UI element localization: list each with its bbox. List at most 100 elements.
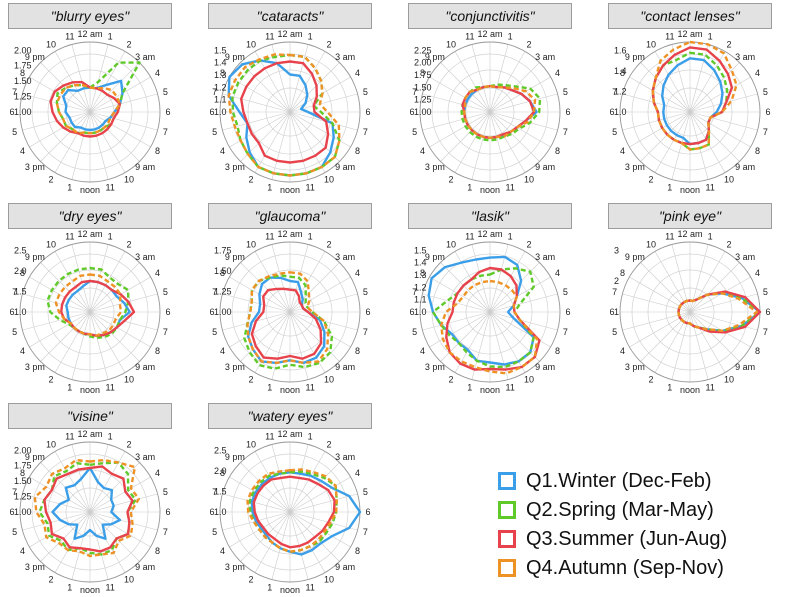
hour-label: 7 (612, 287, 617, 297)
series-line (240, 60, 330, 164)
hour-label: 7 (763, 327, 768, 337)
hour-label: 2 (526, 239, 531, 249)
hour-label: 6 (565, 307, 570, 317)
r-tick-label: 1.5 (214, 45, 227, 55)
hour-label: 5 (763, 287, 768, 297)
r-tick-label: 1.0 (214, 107, 227, 117)
hour-label: 11 (665, 32, 674, 42)
hour-label: 7 (412, 287, 417, 297)
hour-label: 3 pm (25, 562, 45, 572)
hour-label: 8 (355, 346, 360, 356)
hour-label: 11 (265, 32, 274, 42)
hour-label: 1 (108, 432, 113, 442)
r-tick-label: 1.4 (614, 66, 627, 76)
hour-label: 9 am (135, 362, 155, 372)
r-tick-label: 2.5 (214, 445, 227, 455)
panel-title: "pink eye" (608, 203, 772, 229)
panel-title: "watery eyes" (208, 403, 372, 429)
radar-grid-ring (47, 69, 133, 155)
hour-label: 4 (155, 268, 160, 278)
hour-label: 2 (448, 175, 453, 185)
series-line (243, 274, 334, 370)
hour-label: 5 (412, 127, 417, 137)
series-line (440, 279, 539, 375)
hour-label: 6 (365, 307, 370, 317)
hour-label: 9 pm (225, 252, 245, 262)
hour-label: 10 (124, 175, 134, 185)
hour-label: 3 am (535, 52, 555, 62)
hour-label: 10 (446, 39, 456, 49)
radar-spoke (289, 111, 340, 162)
legend-label-autumn: Q4.Autumn (Sep-Nov) (526, 557, 724, 579)
r-tick-label: 1.2 (214, 82, 227, 92)
hour-label: 6 (209, 107, 214, 117)
hour-label: 10 (46, 439, 56, 449)
r-tick-label: 1 (614, 307, 619, 317)
panel-title: "conjunctivitis" (408, 3, 572, 29)
r-tick-label: 1.75 (14, 61, 32, 71)
hour-label: 6 (9, 307, 14, 317)
hour-label: noon (480, 385, 500, 395)
hour-label: 11 (465, 32, 474, 42)
hour-label: 8 (755, 146, 760, 156)
r-tick-label: 1.0 (614, 107, 627, 117)
hour-label: 11 (265, 432, 274, 442)
r-tick-label: 1.2 (414, 282, 427, 292)
hour-label: 6 (165, 307, 170, 317)
series-line (252, 475, 336, 549)
hour-label: 7 (12, 287, 17, 297)
r-tick-label: 2.0 (214, 466, 227, 476)
hour-label: 2 (126, 239, 131, 249)
hour-label: 9 pm (625, 52, 645, 62)
hour-label: noon (280, 185, 300, 195)
radar-grid-ring (31, 453, 149, 571)
radar-spoke (454, 51, 491, 113)
r-tick-label: 1.3 (214, 70, 227, 80)
legend-swatch-spring (498, 501, 516, 519)
hour-label: 5 (563, 87, 568, 97)
r-tick-label: 2.5 (14, 245, 27, 255)
radar-panel: "dry eyes" 12 am 1 2 3 am 4 5 6 7 8 9 am 10 11 noon 1 2… (0, 200, 190, 396)
hour-label: 2 (248, 375, 253, 385)
series-line (246, 271, 330, 365)
hour-label: 4 (20, 346, 25, 356)
hour-label: 3 am (735, 252, 755, 262)
hour-label: 5 (12, 527, 17, 537)
hour-label: 1 (508, 232, 513, 242)
radar-spoke (429, 311, 491, 348)
radar-grid-ring (465, 87, 515, 137)
hour-label: noon (80, 585, 100, 595)
panel-title: "blurry eyes" (8, 3, 172, 29)
hour-label: 1 (308, 232, 313, 242)
hour-label: 1 (267, 182, 272, 192)
radar-panel: "watery eyes" 12 am 1 2 3 am 4 5 6 7 8 9 am 10 11 noo… (200, 400, 390, 596)
radar-spoke (454, 111, 491, 173)
hour-label: 5 (363, 87, 368, 97)
hour-label: 9 am (135, 562, 155, 572)
hour-label: 10 (246, 439, 256, 449)
hour-label: 6 (209, 307, 214, 317)
hour-label: 8 (20, 68, 25, 78)
radar-panel: "contact lenses" 12 am 1 2 3 am 4 5 6 7 8 9 am 10 11… (600, 0, 790, 196)
radar-spoke (689, 251, 726, 313)
hour-label: 1 (67, 182, 72, 192)
hour-label: 4 (220, 546, 225, 556)
hour-label: 6 (365, 507, 370, 517)
hour-label: 4 (620, 346, 625, 356)
hour-label: 11 (465, 232, 474, 242)
radar-panel: "lasik" 12 am 1 2 3 am 4 5 6 7 8 9 am 10 11 noon 1 2 3 p… (400, 200, 590, 396)
hour-label: 4 (220, 146, 225, 156)
hour-label: 10 (124, 575, 134, 585)
hour-label: 12 am (277, 229, 302, 239)
radar-spoke (429, 76, 491, 113)
r-tick-label: 3 (614, 245, 619, 255)
hour-label: 9 pm (25, 452, 45, 462)
series-line (445, 266, 541, 371)
hour-label: 12 am (477, 29, 502, 39)
hour-label: 1 (667, 182, 672, 192)
r-tick-label: 1.75 (414, 70, 432, 80)
